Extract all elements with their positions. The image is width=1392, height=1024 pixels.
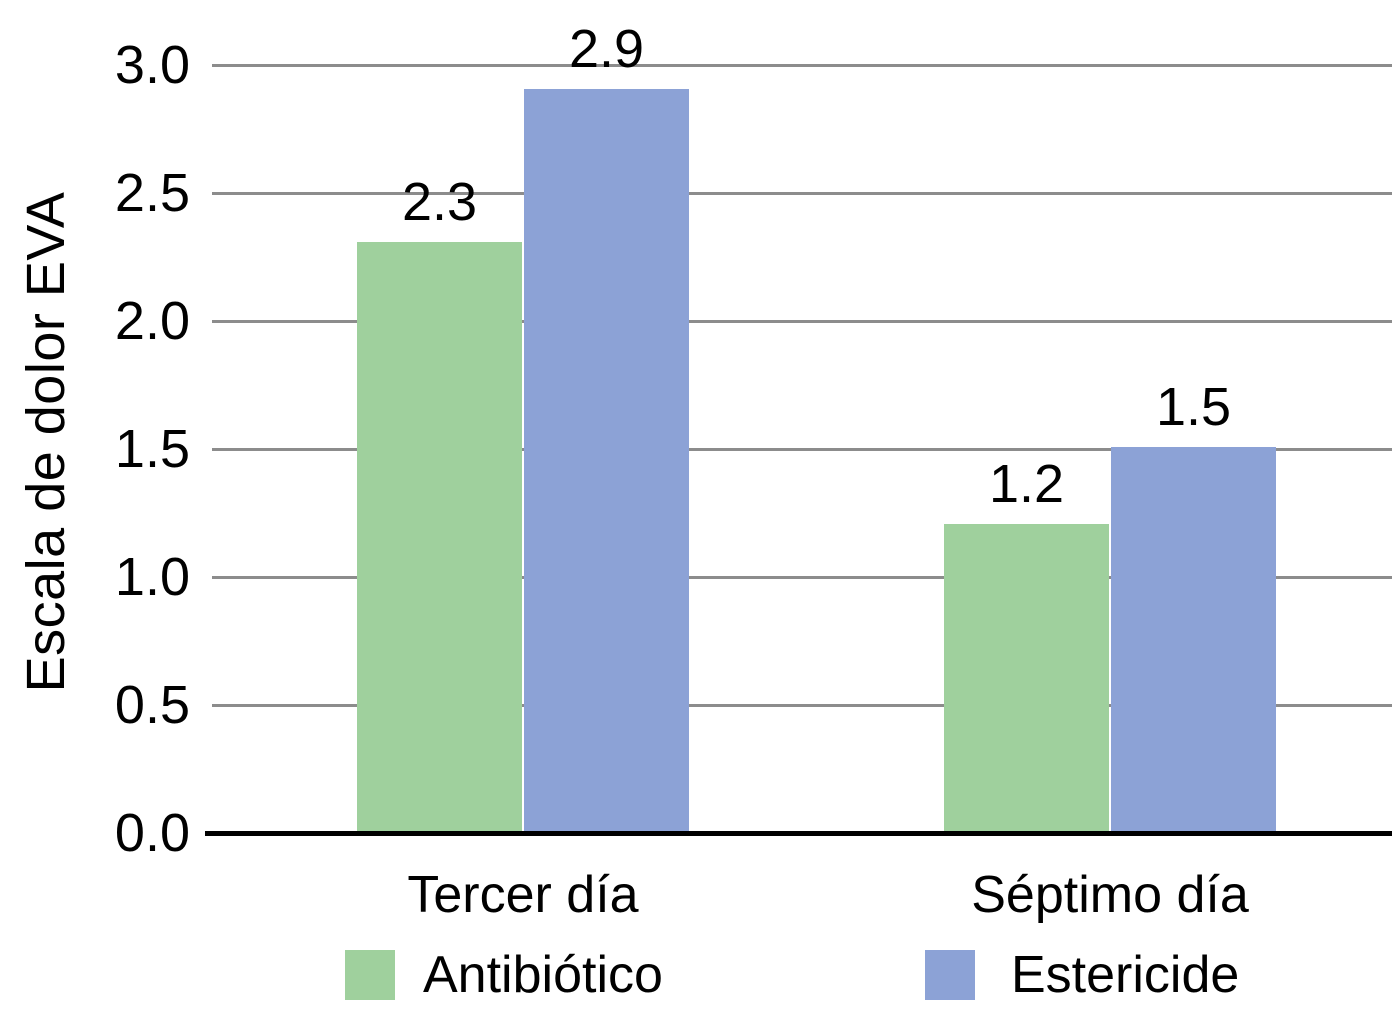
y-tick-label-0.5: 0.5 [114, 675, 190, 735]
y-tick-label-1.5: 1.5 [114, 419, 190, 479]
data-label-Antibiótico-Tercer día: 2.3 [401, 172, 478, 232]
legend-label-Estericide: Estericide [1011, 946, 1240, 1004]
bar-Antibiótico-Séptimo día [944, 524, 1109, 831]
category-label-Tercer día: Tercer día [407, 866, 639, 924]
y-tick-label-3.0: 3.0 [114, 35, 190, 95]
gridline-1.5 [212, 448, 1392, 451]
data-label-Antibiótico-Séptimo día: 1.2 [988, 454, 1065, 514]
data-label-Estericide-Séptimo día: 1.5 [1155, 377, 1232, 437]
y-tick-label-2.5: 2.5 [114, 163, 190, 223]
bar-Estericide-Tercer día [524, 89, 689, 831]
legend-swatch-Estericide [925, 950, 975, 1000]
gridline-2.5 [212, 192, 1392, 195]
legend-swatch-Antibiótico [345, 950, 395, 1000]
y-tick-label-1.0: 1.0 [114, 547, 190, 607]
legend-label-Antibiótico: Antibiótico [423, 946, 663, 1004]
gridline-3.0 [212, 64, 1392, 67]
gridline-1.0 [212, 576, 1392, 579]
y-tick-label-0.0: 0.0 [114, 803, 190, 863]
bar-Estericide-Séptimo día [1111, 447, 1276, 831]
y-tick-label-2.0: 2.0 [114, 291, 190, 351]
gridline-0.5 [212, 704, 1392, 707]
gridline-2.0 [212, 320, 1392, 323]
bar-Antibiótico-Tercer día [357, 242, 522, 831]
data-label-Estericide-Tercer día: 2.9 [568, 19, 645, 79]
x-axis-line [205, 831, 1392, 836]
category-label-Séptimo día: Séptimo día [971, 866, 1249, 924]
